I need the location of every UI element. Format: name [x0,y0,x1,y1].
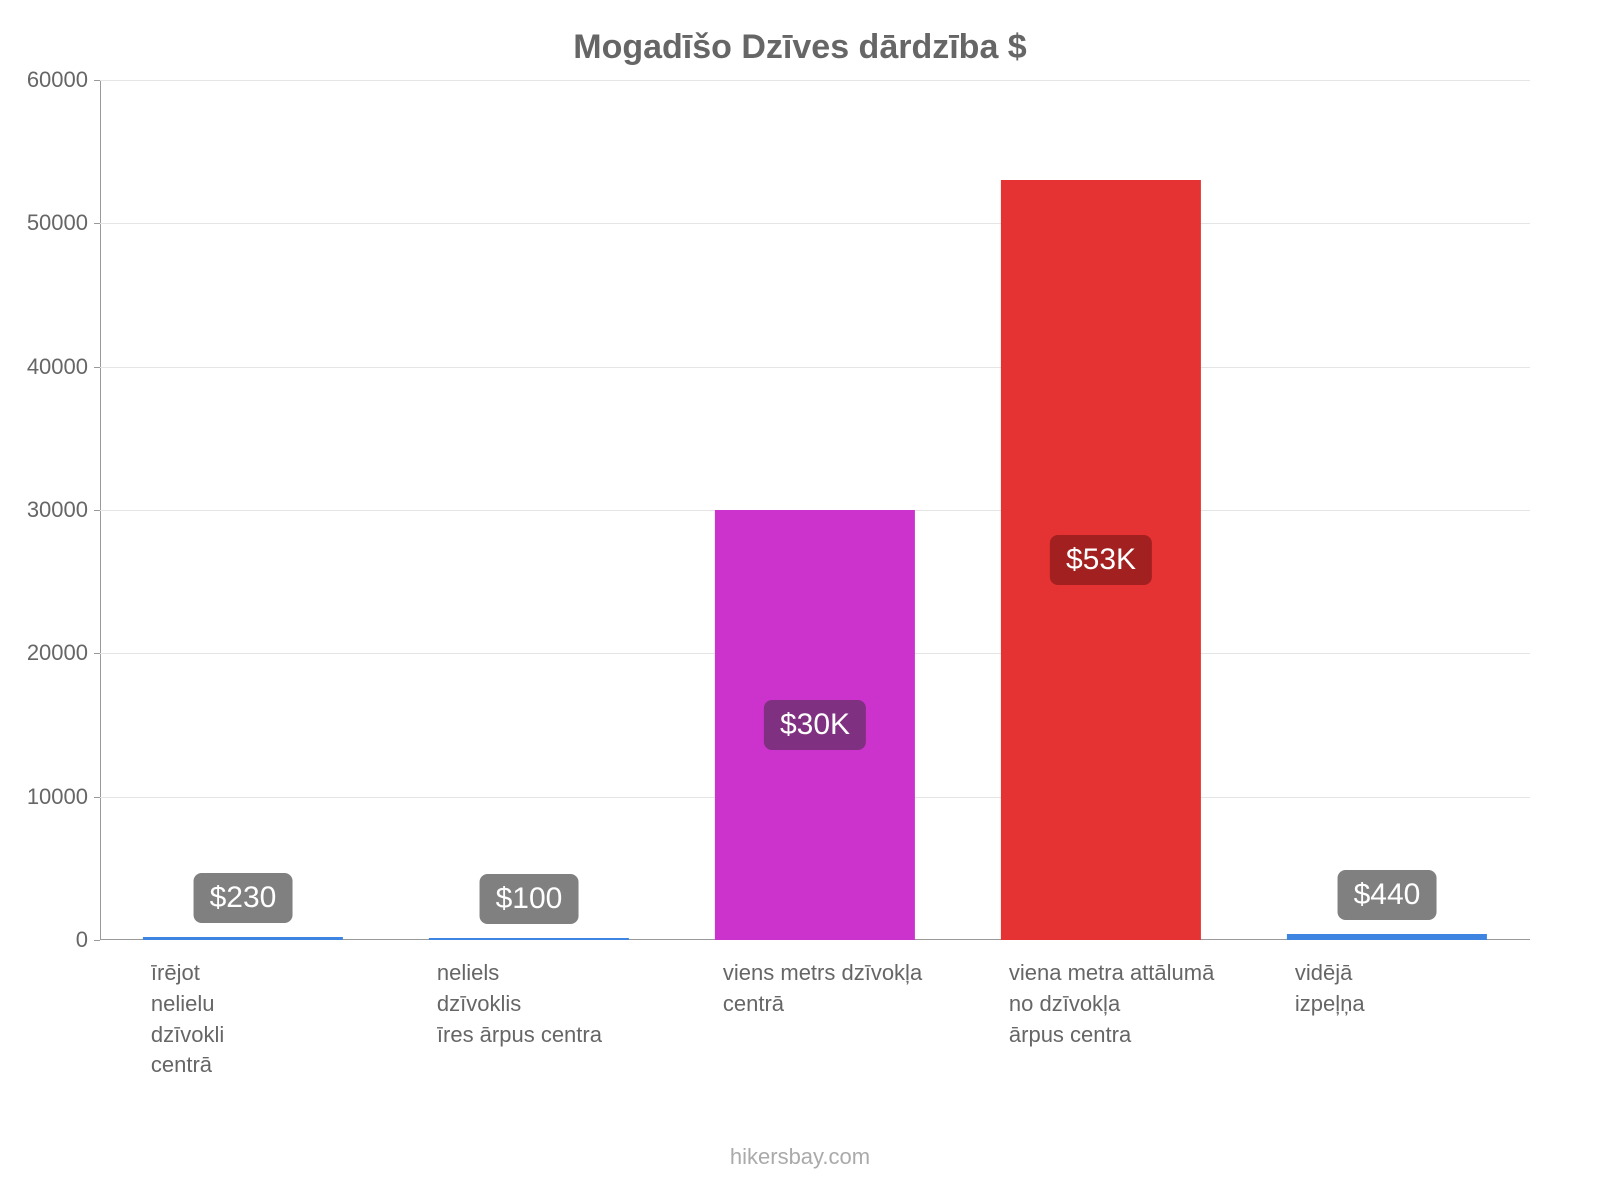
y-tick-label: 40000 [27,354,100,380]
footer-credit: hikersbay.com [0,1144,1600,1170]
x-category-label: viens metrs dzīvokļa centrā [723,940,983,1020]
x-category-label: vidējā izpeļņa [1295,940,1555,1020]
bar-slot: $230īrējot nelielu dzīvokli centrā [100,80,386,940]
y-tick-label: 30000 [27,497,100,523]
value-badge: $230 [194,873,293,923]
plot-area: 0100002000030000400005000060000$230īrējo… [100,80,1530,940]
bar: $53K [1001,180,1201,940]
value-badge: $30K [764,700,866,750]
bar-slot: $53Kviena metra attālumā no dzīvokļa ārp… [958,80,1244,940]
y-tick-label: 50000 [27,210,100,236]
value-badge: $440 [1338,870,1437,920]
value-badge: $53K [1050,535,1152,585]
value-badge: $100 [480,874,579,924]
x-category-label: neliels dzīvoklis īres ārpus centra [437,940,697,1050]
y-tick-label: 0 [76,927,100,953]
x-category-label: viena metra attālumā no dzīvokļa ārpus c… [1009,940,1269,1050]
bar: $30K [715,510,915,940]
y-tick-label: 10000 [27,784,100,810]
y-tick-label: 20000 [27,640,100,666]
chart-container: Mogadīšo Dzīves dārdzība $ 0100002000030… [0,0,1600,1200]
chart-title: Mogadīšo Dzīves dārdzība $ [0,28,1600,67]
x-category-label: īrējot nelielu dzīvokli centrā [151,940,411,1081]
bar-slot: $100neliels dzīvoklis īres ārpus centra [386,80,672,940]
bar-slot: $440vidējā izpeļņa [1244,80,1530,940]
y-tick-label: 60000 [27,67,100,93]
bar-slot: $30Kviens metrs dzīvokļa centrā [672,80,958,940]
